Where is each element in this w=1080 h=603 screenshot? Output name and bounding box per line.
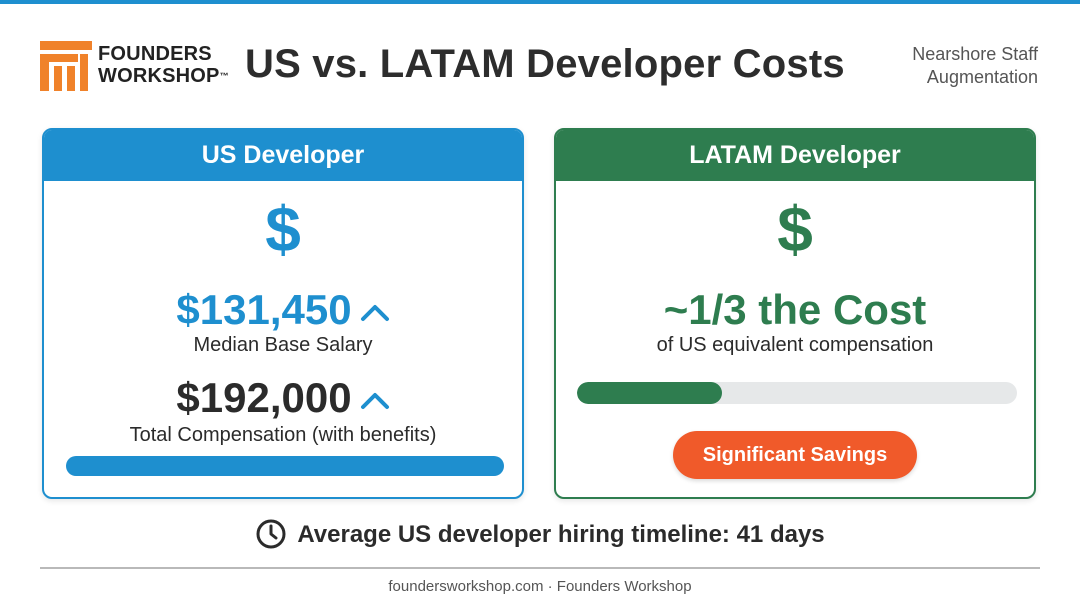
us-card-heading: US Developer <box>44 130 522 181</box>
latam-cost-bar-track <box>577 382 1017 404</box>
chevron-up-icon <box>360 392 389 409</box>
dollar-icon: $ <box>265 193 301 265</box>
hiring-timeline-text: Average US developer hiring timeline: 41… <box>297 521 825 548</box>
latam-developer-card: LATAM Developer $ ~1/3 the Cost of US eq… <box>554 128 1036 499</box>
logo-mark-icon <box>40 41 92 91</box>
hiring-timeline: Average US developer hiring timeline: 41… <box>0 519 1080 550</box>
us-total-compensation: $192,000 <box>44 374 522 422</box>
us-cost-bar <box>66 456 504 476</box>
significant-savings-badge: Significant Savings <box>673 431 917 479</box>
footer-divider <box>40 567 1040 569</box>
footer-credit: foundersworkshop.com · Founders Workshop <box>388 578 692 595</box>
chevron-up-icon <box>360 304 389 321</box>
top-accent-rule <box>0 0 1080 4</box>
clock-icon <box>256 519 286 549</box>
us-median-salary: $131,450 <box>44 286 522 334</box>
latam-cost-label: of US equivalent compensation <box>656 334 934 356</box>
founders-workshop-logo: FOUNDERS WORKSHOP™ <box>40 41 229 91</box>
latam-card-heading: LATAM Developer <box>556 130 1034 181</box>
latam-cost-value: ~1/3 the Cost <box>663 286 927 333</box>
us-median-salary-label: Median Base Salary <box>193 334 373 356</box>
dollar-icon: $ <box>777 193 813 265</box>
page-subtitle: Nearshore Staff Augmentation <box>912 44 1038 87</box>
page-title: US vs. LATAM Developer Costs <box>245 42 845 86</box>
us-total-compensation-label: Total Compensation (with benefits) <box>129 424 437 446</box>
logo-wordmark: FOUNDERS WORKSHOP™ <box>98 43 229 87</box>
logo-line-1: FOUNDERS <box>98 43 212 65</box>
latam-cost-bar-fill <box>577 382 723 404</box>
logo-line-2: WORKSHOP™ <box>98 65 229 87</box>
us-developer-card: US Developer $ $131,450 Median Base Sala… <box>42 128 524 499</box>
